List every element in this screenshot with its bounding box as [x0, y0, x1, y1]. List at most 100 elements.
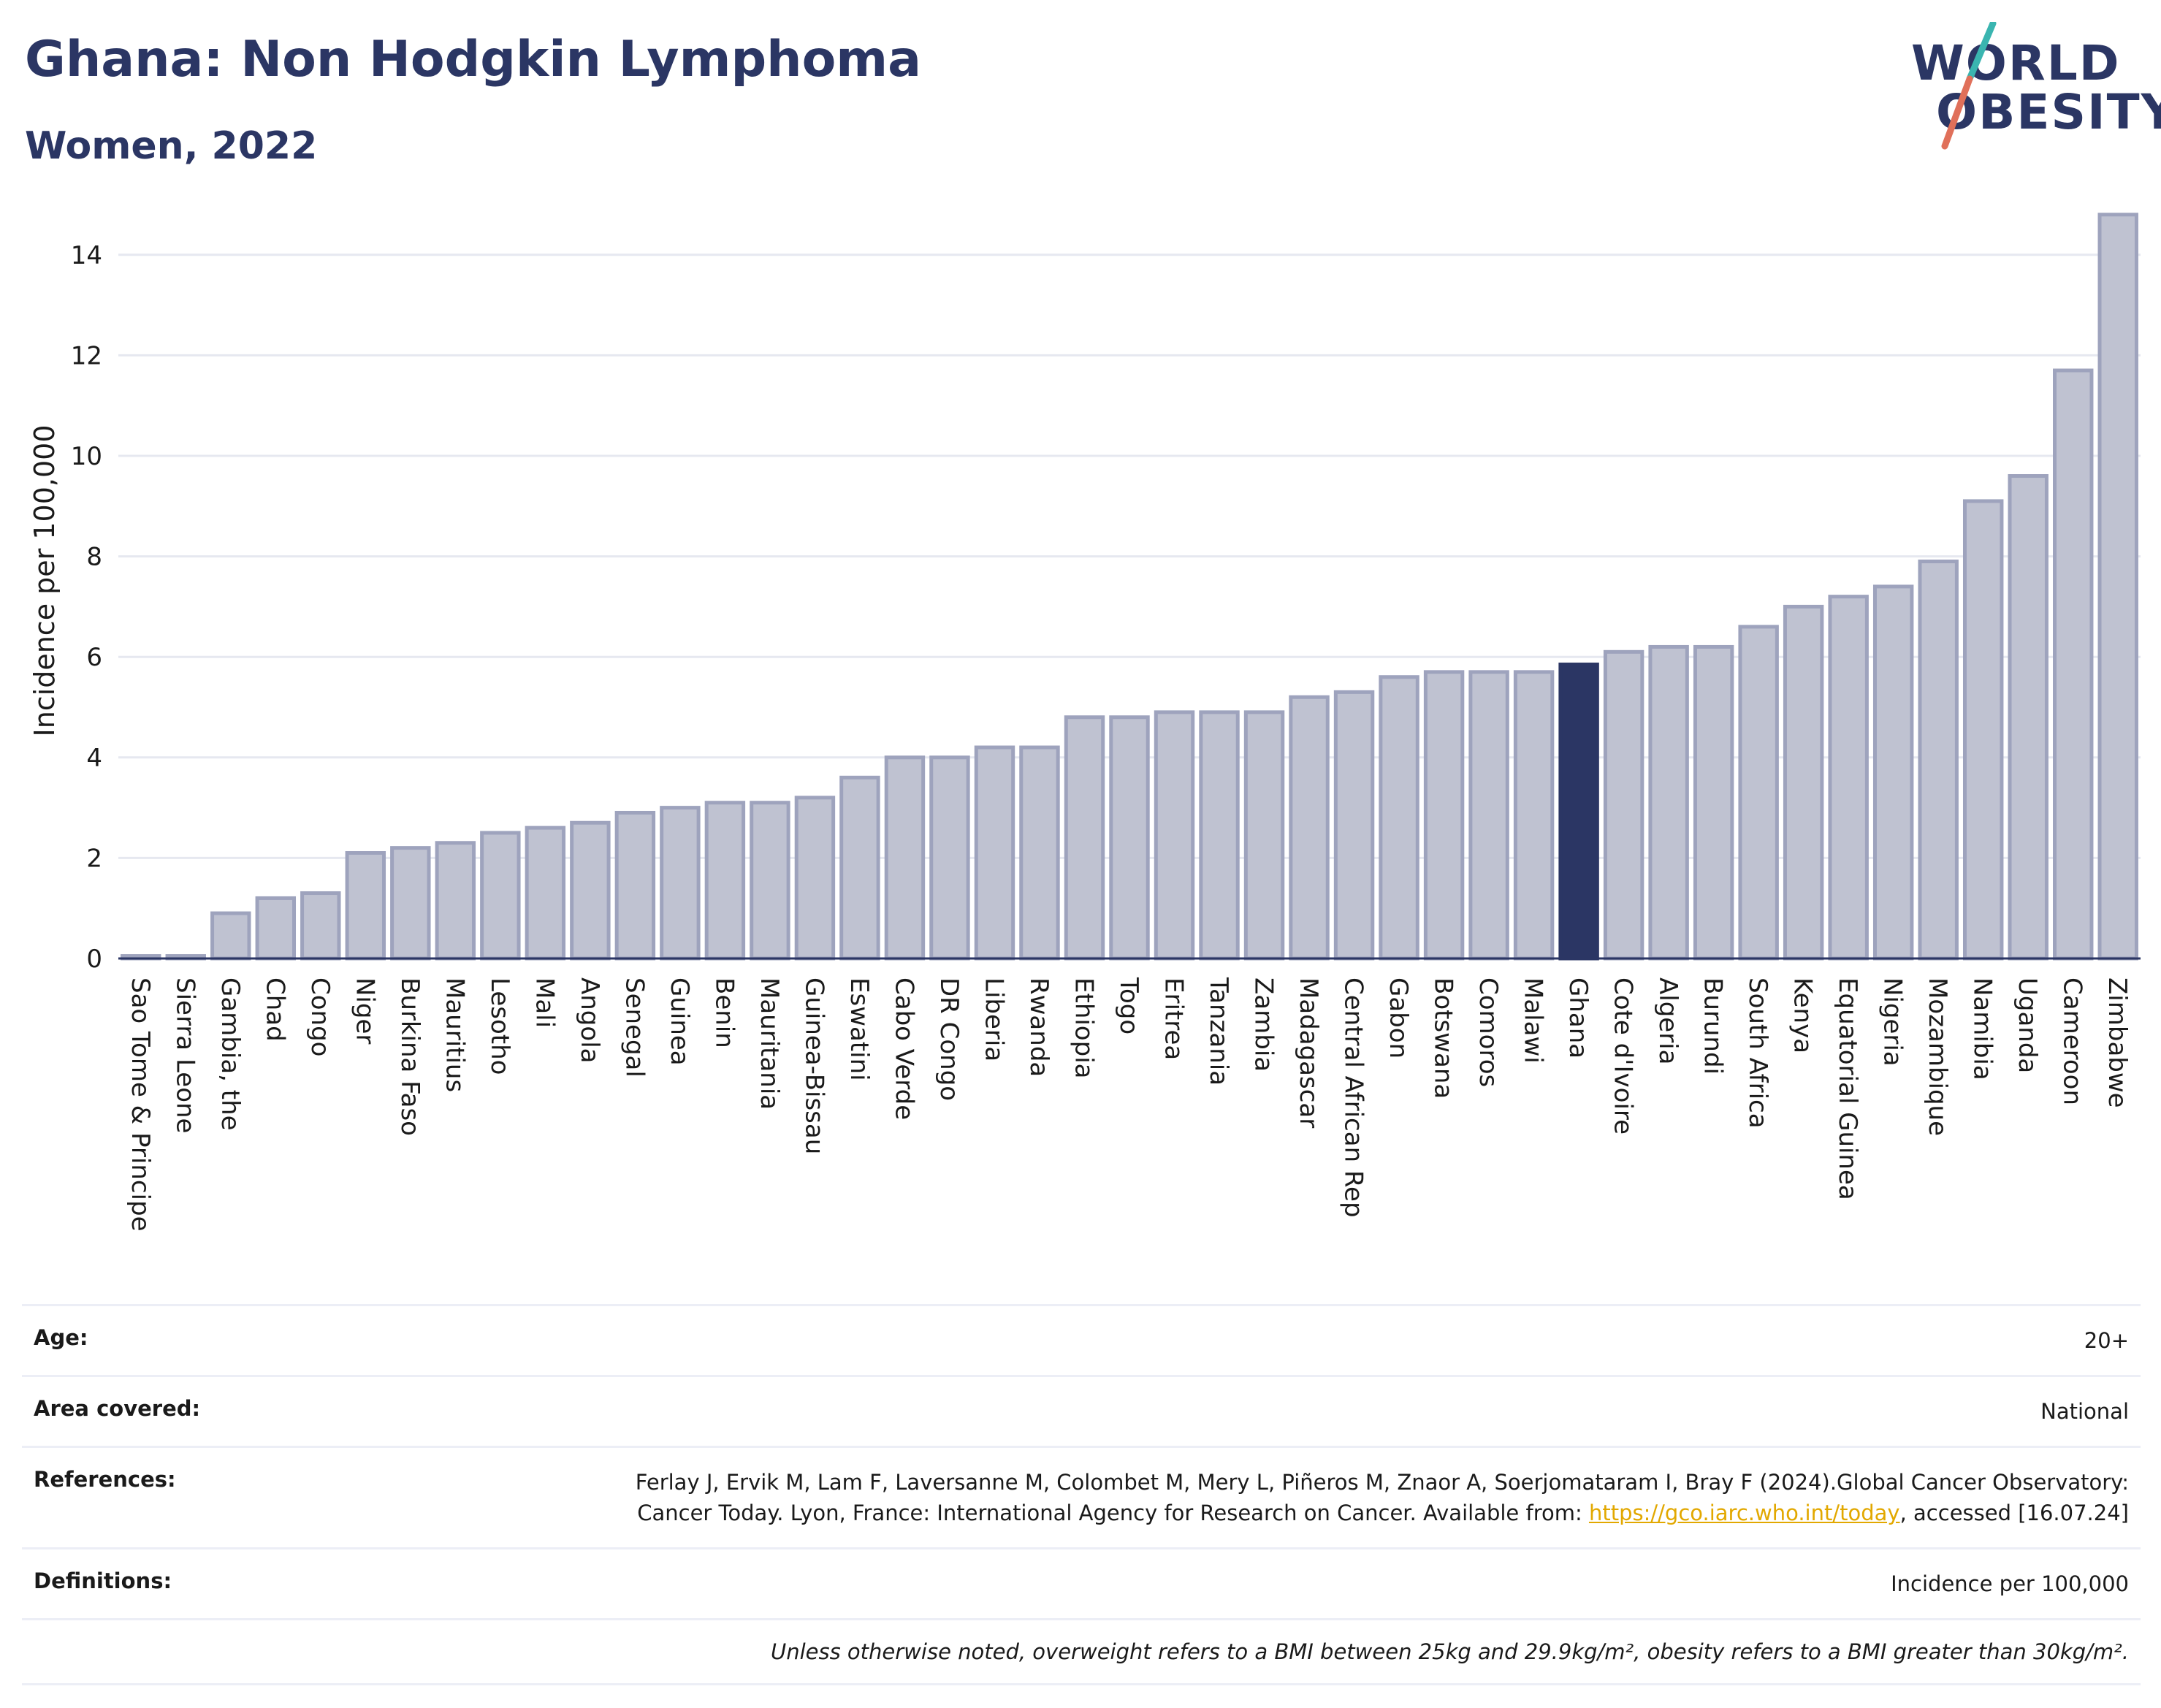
info-row-note: Unless otherwise noted, overweight refer… — [22, 1618, 2141, 1686]
x-tick-label: Gambia, the — [216, 977, 245, 1131]
x-tick-label: Sierra Leone — [170, 977, 199, 1133]
x-tick-label: Ghana — [1563, 977, 1593, 1059]
bar — [704, 801, 746, 961]
references-text-2: , accessed [16.07.24] — [1899, 1501, 2129, 1526]
bar — [974, 745, 1015, 961]
bmi-note: Unless otherwise noted, overweight refer… — [770, 1639, 2129, 1665]
y-tick-label: 0 — [86, 945, 102, 974]
x-tick-label: Comoros — [1474, 977, 1503, 1087]
age-value: 20+ — [2084, 1328, 2129, 1353]
bar — [1513, 670, 1555, 961]
x-tick-label: Guinea — [665, 977, 694, 1066]
x-tick-label: Malawi — [1519, 977, 1548, 1064]
x-tick-label: Cote d'Ivoire — [1609, 977, 1638, 1135]
bar — [210, 911, 251, 961]
bar — [929, 755, 970, 961]
references-value: Ferlay J, Ervik M, Lam F, Laversanne M, … — [565, 1467, 2129, 1528]
x-tick-label: Cabo Verde — [889, 977, 918, 1120]
bar — [300, 891, 341, 961]
x-tick-label: Mauritania — [755, 977, 784, 1110]
x-tick-label: Lesotho — [485, 977, 514, 1075]
definitions-label: Definitions: — [34, 1568, 172, 1594]
bar — [570, 820, 611, 961]
y-axis-label: Incidence per 100,000 — [28, 424, 61, 736]
y-tick-label: 12 — [71, 341, 102, 370]
bar-chart: 0 2 4 6 8 10 12 14 Sao Tome & Principe Sierra Le… — [28, 213, 2141, 1232]
x-tick-label: Nigeria — [1878, 977, 1907, 1067]
info-table: Age: 20+ Area covered: National Referenc… — [22, 1304, 2141, 1686]
y-axis: 0 2 4 6 8 10 12 14 — [71, 241, 102, 974]
x-tick-label: Rwanda — [1024, 977, 1053, 1077]
bar — [1603, 649, 1644, 961]
x-tick-label: Zambia — [1249, 977, 1278, 1072]
bar — [1693, 644, 1734, 961]
x-tick-label: Liberia — [979, 977, 1008, 1061]
x-tick-label: Namibia — [1968, 977, 1997, 1080]
x-tick-label: Ethiopia — [1069, 977, 1098, 1078]
x-tick-label: Cameroon — [2058, 977, 2087, 1105]
chart-subtitle: Women, 2022 — [25, 124, 318, 168]
y-tick-label: 6 — [86, 643, 102, 672]
references-text-1: Ferlay J, Ervik M, Lam F, Laversanne M, … — [635, 1470, 2129, 1526]
bar — [2097, 213, 2138, 961]
x-tick-label: Burundi — [1699, 977, 1728, 1075]
x-tick-label: Uganda — [2013, 977, 2042, 1073]
bar — [1872, 584, 1914, 961]
bar — [1064, 715, 1105, 961]
chart-title: Ghana: Non Hodgkin Lymphoma — [25, 31, 922, 88]
info-row-references: References: Ferlay J, Ervik M, Lam F, La… — [22, 1446, 2141, 1547]
bar — [660, 806, 701, 961]
bar — [480, 831, 521, 961]
definitions-value: Incidence per 100,000 — [1891, 1571, 2129, 1597]
bar — [1423, 670, 1465, 961]
bar — [1379, 675, 1419, 961]
x-tick-label: Eritrea — [1159, 977, 1189, 1060]
x-tick-label: Congo — [305, 977, 335, 1056]
bar — [1333, 690, 1375, 961]
info-row-area: Area covered: National — [22, 1375, 2141, 1446]
x-tick-label: Senegal — [620, 977, 649, 1078]
bar-highlight — [1558, 663, 1599, 961]
bar — [794, 796, 836, 961]
bar — [750, 801, 790, 961]
bar — [390, 846, 431, 961]
x-tick-label: Equatorial Guinea — [1833, 977, 1862, 1200]
bar — [2053, 368, 2094, 961]
logo-word-world: WORLD — [1911, 35, 2121, 91]
bar — [1109, 715, 1150, 961]
bar — [839, 775, 880, 961]
bar — [1243, 710, 1285, 961]
bar — [1019, 745, 1060, 961]
references-label: References: — [34, 1467, 176, 1492]
x-tick-label: Togo — [1114, 977, 1143, 1034]
x-tick-label: Mauritius — [440, 977, 469, 1092]
area-value: National — [2040, 1399, 2129, 1425]
x-tick-label: South Africa — [1743, 977, 1772, 1129]
x-tick-label: Botswana — [1429, 977, 1458, 1099]
bar — [1289, 695, 1330, 961]
y-tick-label: 10 — [71, 442, 102, 471]
info-row-definitions: Definitions: Incidence per 100,000 — [22, 1547, 2141, 1618]
x-tick-label: Eswatini — [845, 977, 874, 1081]
y-tick-label: 4 — [86, 744, 102, 773]
bar — [1828, 595, 1869, 961]
references-link[interactable]: https://gco.iarc.who.int/today — [1588, 1501, 1900, 1526]
x-tick-label: Guinea-Bissau — [799, 977, 828, 1154]
x-tick-label: Angola — [575, 977, 604, 1063]
bar — [1962, 499, 2004, 961]
x-tick-label: Kenya — [1788, 977, 1818, 1053]
bar — [1648, 644, 1689, 961]
x-tick-label: Mozambique — [1923, 977, 1952, 1136]
bar — [1783, 604, 1824, 961]
x-tick-label: Zimbabwe — [2103, 977, 2132, 1108]
bar — [1468, 670, 1509, 961]
x-tick-label: Central African Rep — [1339, 977, 1368, 1218]
bar — [525, 826, 566, 961]
bar — [255, 896, 297, 961]
info-row-age: Age: 20+ — [22, 1304, 2141, 1375]
bar — [884, 755, 926, 961]
logo-slash-icon — [1941, 22, 1997, 150]
x-tick-label: Benin — [709, 977, 739, 1048]
logo-word-obesity: OBESITY — [1936, 84, 2161, 140]
x-tick-label: Burkina Faso — [395, 977, 424, 1136]
